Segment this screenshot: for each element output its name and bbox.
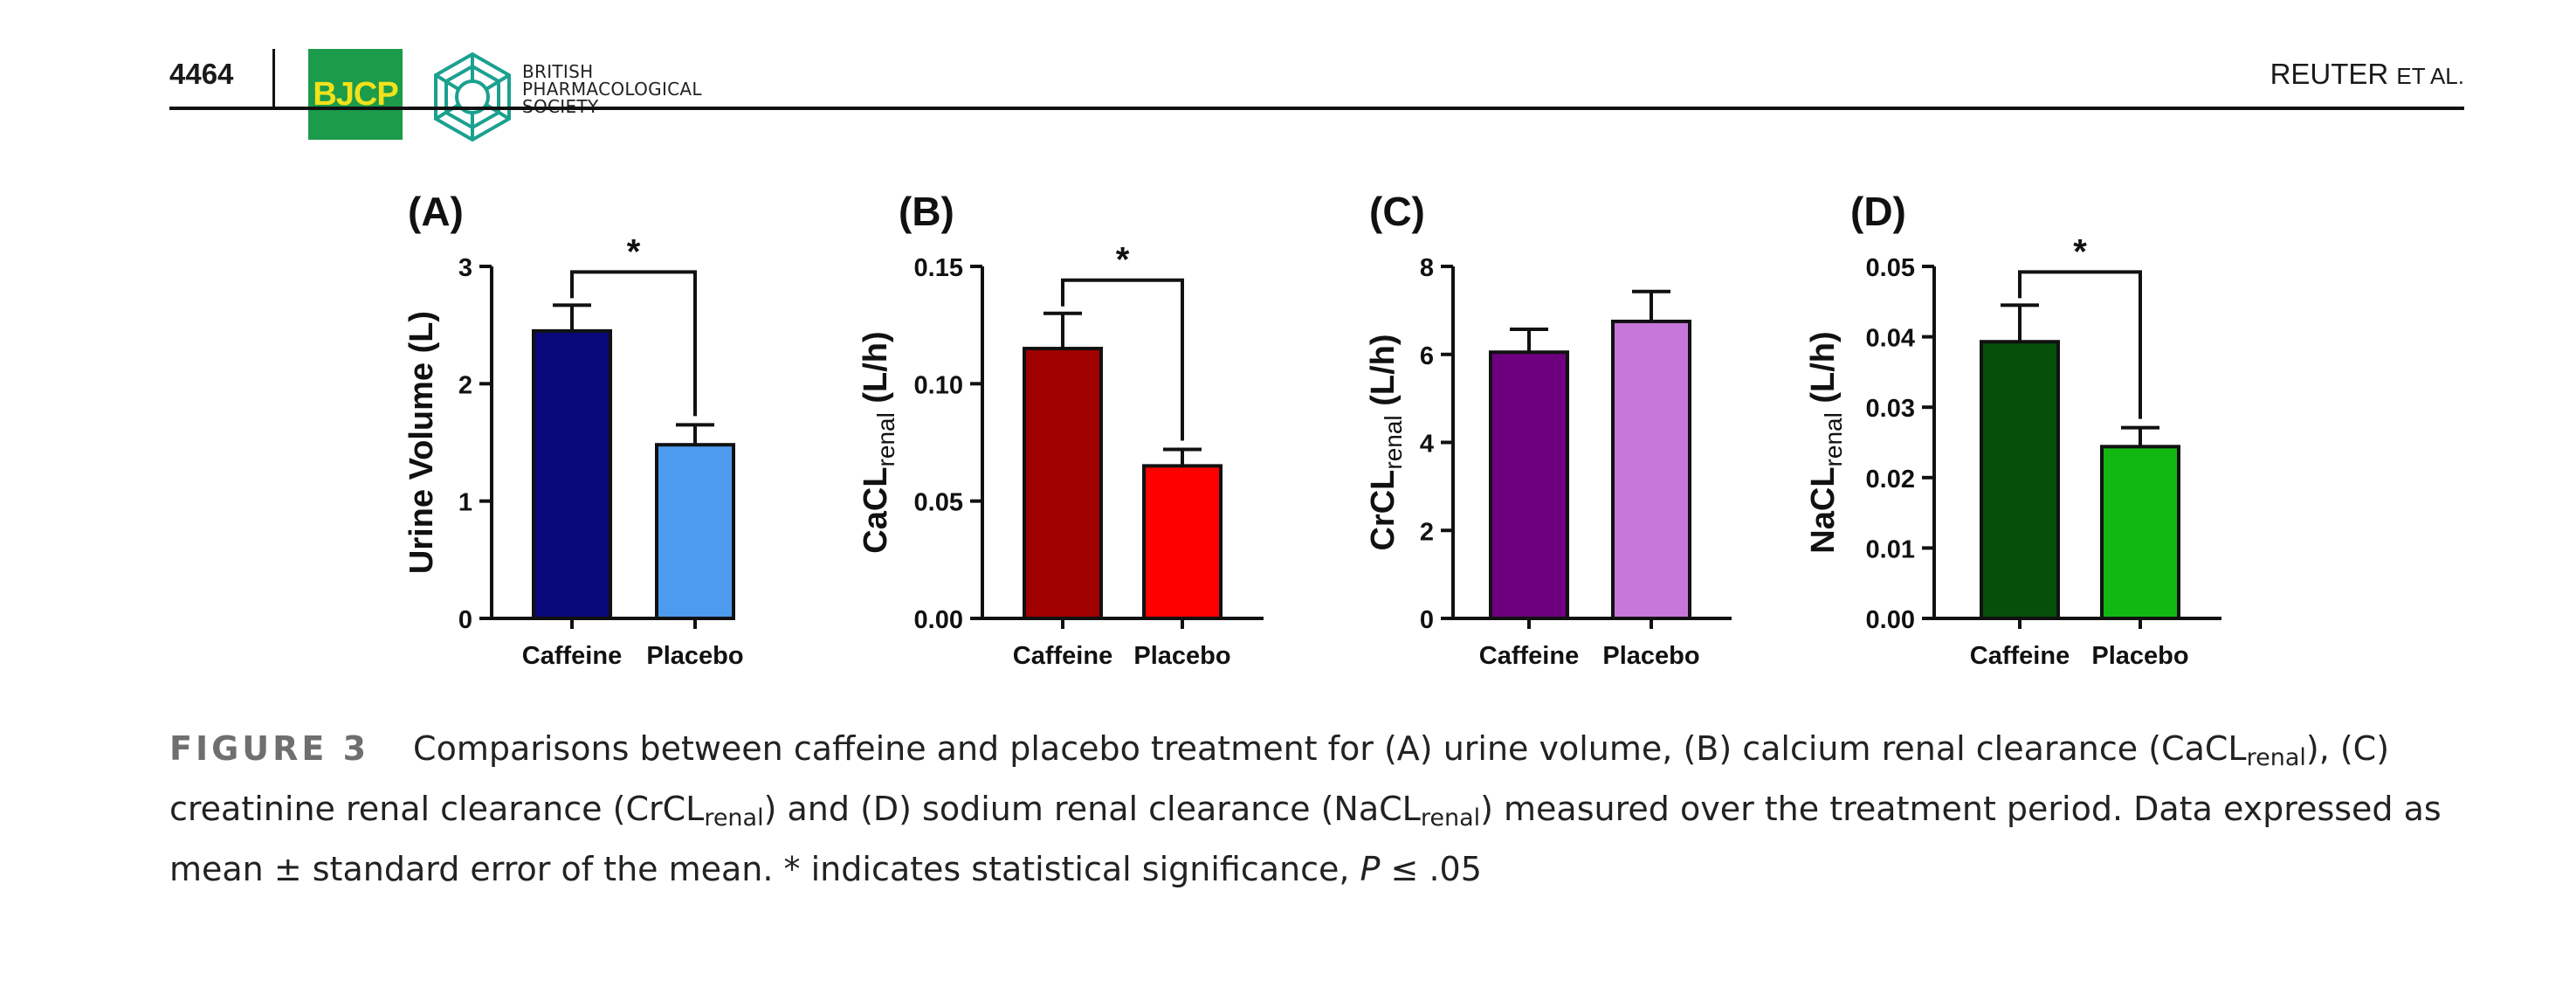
caption-text-5: ≤ .05 [1380, 850, 1482, 888]
y-tick-label: 0.03 [1866, 395, 1915, 423]
y-tick-label: 0.05 [914, 489, 963, 517]
y-tick-label: 2 [1420, 518, 1434, 546]
caption-text-4: ) measured over the treatment period. Da… [169, 790, 2442, 888]
y-tick-label: 4 [1420, 431, 1434, 459]
category-label: Caffeine [522, 642, 622, 670]
y-tick-label: 0.15 [914, 254, 963, 282]
journal-logo-text: BJCP [313, 75, 398, 113]
caption-subscript: renal [1420, 804, 1481, 832]
figure-caption: FIGURE 3 Comparisons between caffeine and… [169, 723, 2475, 895]
bar [1023, 347, 1103, 620]
figure-label: FIGURE 3 [169, 729, 370, 768]
y-tick-label: 0 [1420, 606, 1434, 634]
y-tick-label: 8 [1420, 254, 1434, 282]
significance-bracket [570, 270, 697, 417]
bar [655, 443, 735, 621]
running-head: REUTER ET AL. [2270, 58, 2464, 91]
panel-label: (C) [1369, 189, 1425, 234]
significance-marker: * [627, 232, 641, 271]
bar [1611, 319, 1691, 620]
category-label: Caffeine [1013, 642, 1112, 670]
y-tick-label: 0.05 [1866, 254, 1915, 282]
running-head-main: REUTER [2269, 58, 2389, 90]
caption-text-3: ) and (D) sodium renal clearance (NaCL [763, 790, 1421, 828]
y-tick-label: 0.02 [1866, 466, 1915, 494]
bar [1489, 350, 1569, 620]
y-axis-label: Urine Volume (L) [403, 311, 440, 574]
category-label: Placebo [1602, 642, 1699, 670]
chart-panel: (D) 0.00 0.01 0.02 0.03 0.04 0.05 NaCLrenal (L/… [1805, 189, 2221, 670]
y-tick-label: 0.04 [1866, 325, 1915, 353]
society-name: BRITISH PHARMACOLOGICAL SOCIETY [522, 61, 702, 115]
y-axis-label: NaCLrenal (L/h) [1805, 331, 1847, 553]
bar [532, 328, 612, 620]
chart-panel: (A) 0 1 2 3 Urine Volume (L) Caffeine Placebo * [403, 189, 744, 670]
bar [1142, 464, 1223, 620]
panel-label: (D) [1850, 189, 1906, 234]
caption-text-2: ), (C) creatinine renal clearance (CrCL [169, 729, 2390, 828]
journal-logo: BJCP [308, 49, 403, 140]
caption-subscript: renal [2246, 744, 2306, 771]
running-head-suffix: ET AL. [2396, 63, 2464, 89]
significance-marker: * [1116, 241, 1130, 280]
significance-bracket [1061, 278, 1184, 441]
category-label: Caffeine [1970, 642, 2070, 670]
header-rule [169, 107, 2464, 110]
category-label: Placebo [2091, 642, 2188, 670]
significance-marker: * [2073, 232, 2087, 271]
bar [1980, 340, 2060, 620]
y-tick-label: 0.00 [1866, 606, 1915, 634]
panel-label: (A) [408, 189, 464, 234]
y-tick-label: 0.00 [914, 606, 963, 634]
y-tick-label: 3 [458, 254, 472, 282]
y-axis-label: CaCLrenal (L/h) [858, 331, 899, 553]
y-tick-label: 2 [458, 371, 472, 399]
y-tick-label: 0.10 [914, 371, 963, 399]
category-label: Caffeine [1479, 642, 1579, 670]
y-tick-label: 0 [458, 606, 472, 634]
panel-label: (B) [899, 189, 954, 234]
caption-p-symbol: P [1360, 850, 1381, 888]
header-separator [272, 49, 275, 107]
caption-subscript: renal [704, 804, 764, 832]
bar [2100, 445, 2180, 620]
y-tick-label: 0.01 [1866, 535, 1915, 563]
y-axis-label: CrCLrenal (L/h) [1365, 334, 1407, 550]
caption-text-1: Comparisons between caffeine and placebo… [413, 729, 2247, 768]
chart-panel: (B) 0.00 0.05 0.10 0.15 CaCLrenal (L/h) Caffei… [858, 189, 1264, 670]
chart-panel: (C) 0 2 4 6 8 CrCLrenal (L/h) Caffeine Placebo [1365, 189, 1732, 670]
category-label: Placebo [646, 642, 743, 670]
page-number: 4464 [169, 58, 234, 90]
y-tick-label: 1 [458, 489, 472, 517]
category-label: Placebo [1133, 642, 1230, 670]
significance-bracket [2018, 270, 2142, 419]
y-tick-label: 6 [1420, 342, 1434, 370]
